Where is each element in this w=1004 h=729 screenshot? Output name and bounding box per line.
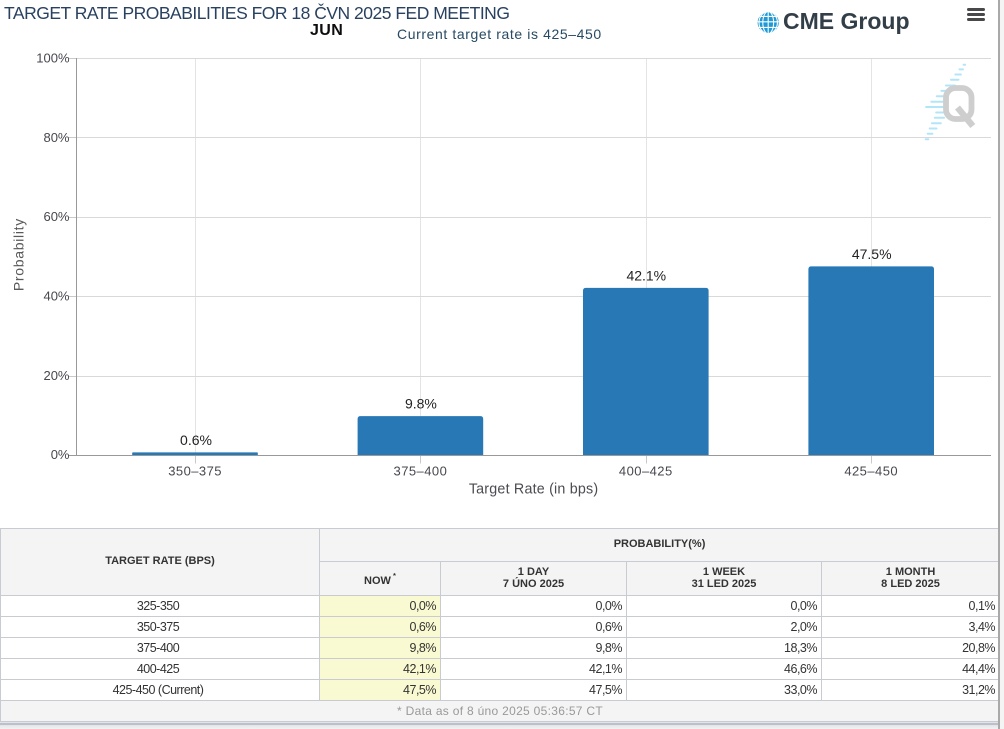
- svg-text:20%: 20%: [43, 368, 69, 383]
- svg-text:9.8%: 9.8%: [405, 396, 437, 412]
- svg-text:Target Rate (in bps): Target Rate (in bps): [469, 482, 599, 498]
- svg-text:0.6%: 0.6%: [180, 432, 212, 448]
- svg-text:42.1%: 42.1%: [626, 267, 666, 283]
- svg-text:375–400: 375–400: [394, 463, 448, 478]
- svg-text:60%: 60%: [43, 209, 69, 224]
- svg-text:40%: 40%: [43, 289, 69, 304]
- svg-text:350–375: 350–375: [168, 463, 222, 478]
- svg-text:Probability: Probability: [11, 218, 27, 291]
- svg-text:0%: 0%: [51, 447, 70, 462]
- svg-text:100%: 100%: [36, 51, 70, 66]
- svg-text:425–450: 425–450: [844, 463, 898, 478]
- svg-text:80%: 80%: [43, 130, 69, 145]
- svg-text:400–425: 400–425: [619, 463, 673, 478]
- svg-text:47.5%: 47.5%: [852, 246, 892, 262]
